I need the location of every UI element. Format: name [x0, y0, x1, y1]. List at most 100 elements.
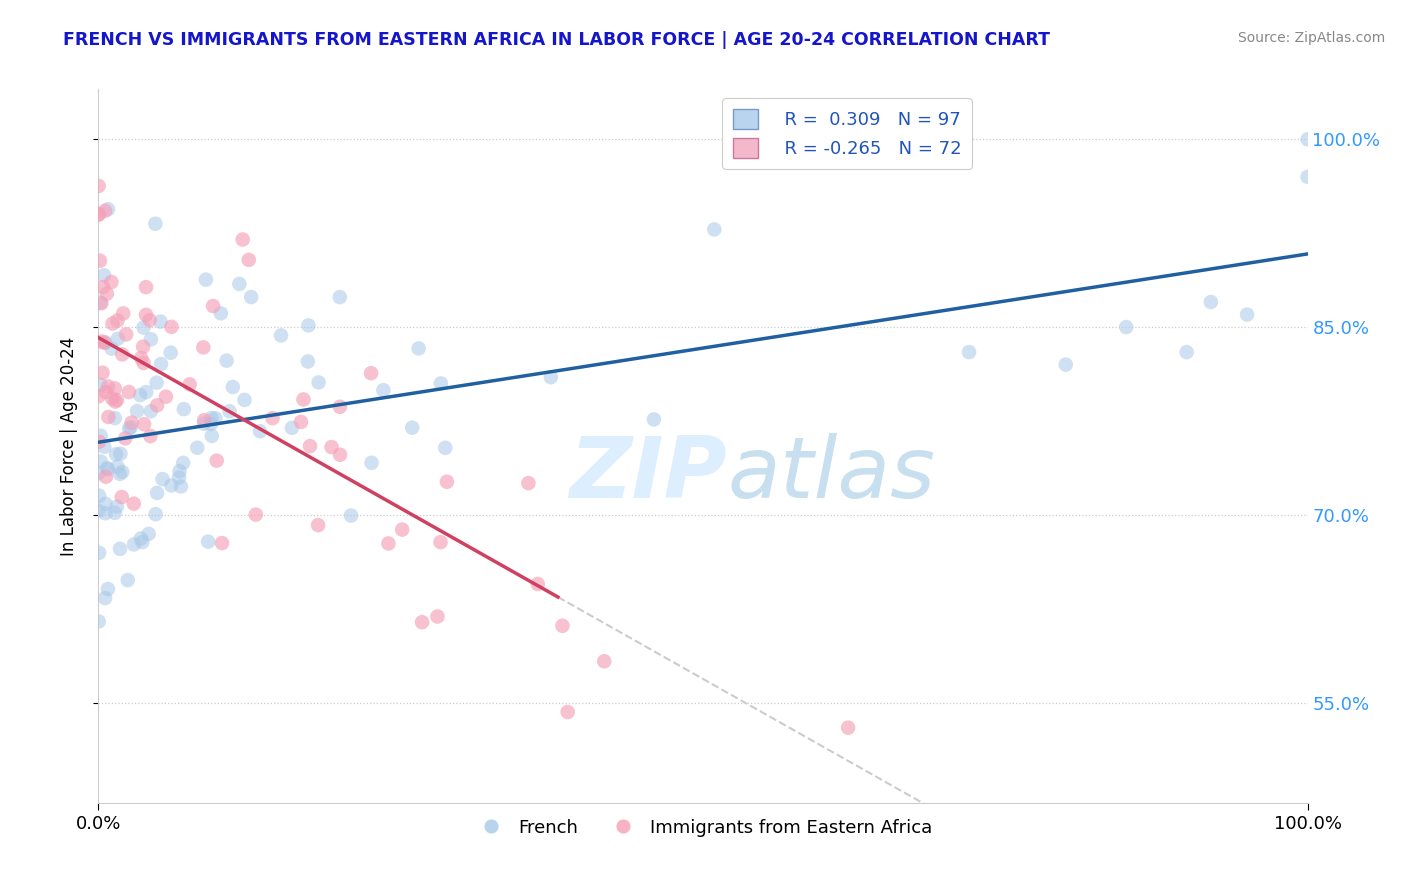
- Point: [169, 464, 191, 478]
- Point: [139, 404, 162, 418]
- Point: [138, 526, 160, 541]
- Point: [957, 345, 980, 359]
- Point: [297, 354, 319, 368]
- Point: [90, 296, 112, 310]
- Point: [96, 461, 118, 475]
- Point: [96, 286, 118, 301]
- Point: [145, 507, 167, 521]
- Point: [111, 465, 134, 479]
- Point: [90, 295, 112, 310]
- Point: [360, 366, 382, 380]
- Point: [150, 357, 173, 371]
- Point: [228, 277, 250, 291]
- Text: Source: ZipAtlas.com: Source: ZipAtlas.com: [1237, 31, 1385, 45]
- Point: [1296, 169, 1319, 184]
- Point: [160, 319, 183, 334]
- Point: [107, 332, 129, 346]
- Point: [434, 441, 457, 455]
- Point: [703, 222, 725, 236]
- Point: [93, 268, 115, 283]
- Point: [238, 252, 260, 267]
- Point: [517, 476, 540, 491]
- Point: [104, 382, 127, 396]
- Point: [132, 417, 155, 432]
- Point: [329, 290, 352, 304]
- Point: [94, 497, 117, 511]
- Point: [94, 335, 117, 350]
- Point: [97, 462, 120, 476]
- Point: [232, 233, 254, 247]
- Point: [87, 389, 110, 403]
- Point: [298, 439, 321, 453]
- Point: [93, 440, 115, 454]
- Point: [135, 385, 157, 400]
- Y-axis label: In Labor Force | Age 20-24: In Labor Force | Age 20-24: [59, 336, 77, 556]
- Point: [138, 313, 160, 327]
- Point: [93, 335, 115, 350]
- Point: [139, 429, 162, 443]
- Point: [1175, 345, 1198, 359]
- Point: [401, 421, 423, 435]
- Point: [110, 447, 132, 461]
- Point: [94, 203, 117, 218]
- Point: [377, 536, 399, 550]
- Point: [90, 377, 112, 392]
- Point: [155, 390, 177, 404]
- Point: [87, 207, 110, 221]
- Point: [122, 497, 145, 511]
- Point: [100, 275, 122, 289]
- Point: [129, 532, 152, 546]
- Point: [270, 328, 292, 343]
- Point: [426, 609, 449, 624]
- Point: [120, 420, 142, 434]
- Point: [104, 506, 127, 520]
- Point: [146, 398, 169, 412]
- Point: [360, 456, 382, 470]
- Point: [159, 345, 181, 359]
- Point: [429, 535, 451, 549]
- Point: [593, 654, 616, 668]
- Point: [391, 523, 413, 537]
- Point: [118, 384, 141, 399]
- Point: [202, 299, 225, 313]
- Point: [97, 202, 120, 217]
- Point: [104, 394, 127, 409]
- Point: [87, 178, 110, 193]
- Legend: French, Immigrants from Eastern Africa: French, Immigrants from Eastern Africa: [465, 812, 941, 844]
- Point: [430, 376, 453, 391]
- Point: [89, 489, 111, 503]
- Point: [197, 534, 219, 549]
- Point: [321, 440, 343, 454]
- Point: [122, 537, 145, 551]
- Point: [1115, 320, 1137, 334]
- Point: [205, 453, 228, 467]
- Text: atlas: atlas: [727, 433, 935, 516]
- Point: [89, 253, 111, 268]
- Point: [112, 306, 135, 320]
- Point: [131, 535, 153, 549]
- Point: [87, 434, 110, 449]
- Point: [201, 429, 224, 443]
- Point: [204, 411, 226, 425]
- Point: [105, 500, 128, 514]
- Point: [551, 619, 574, 633]
- Point: [540, 370, 562, 384]
- Point: [373, 383, 395, 397]
- Point: [94, 385, 117, 400]
- Point: [245, 508, 267, 522]
- Point: [209, 306, 232, 320]
- Point: [100, 342, 122, 356]
- Point: [193, 413, 215, 427]
- Point: [233, 392, 256, 407]
- Point: [308, 376, 330, 390]
- Point: [105, 393, 128, 408]
- Point: [105, 447, 128, 461]
- Point: [132, 340, 155, 354]
- Point: [200, 417, 222, 431]
- Point: [135, 280, 157, 294]
- Point: [107, 313, 129, 327]
- Point: [91, 366, 114, 380]
- Point: [837, 721, 859, 735]
- Point: [200, 411, 222, 425]
- Point: [90, 334, 112, 349]
